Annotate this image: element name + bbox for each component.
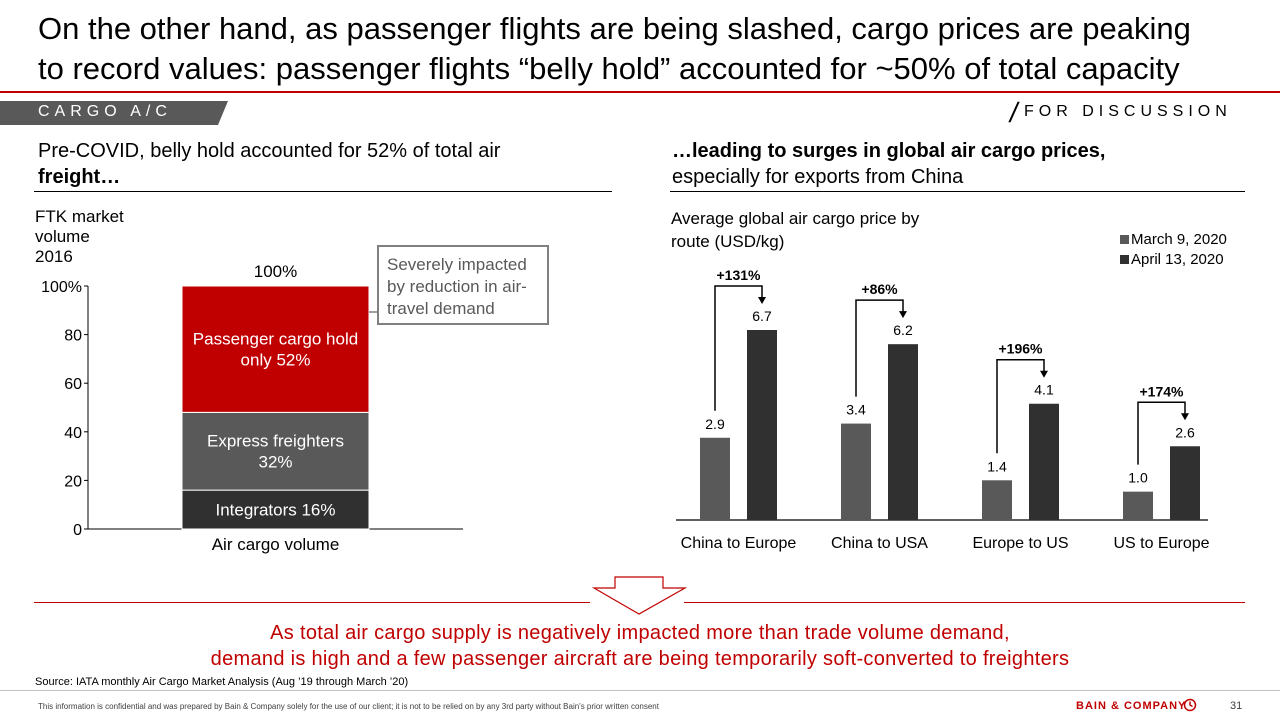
data-label-march: 3.4 bbox=[846, 402, 866, 418]
callout-line: Severely impacted bbox=[387, 255, 527, 274]
discussion-label: FOR DISCUSSION bbox=[1024, 103, 1232, 120]
data-label-april: 2.6 bbox=[1175, 424, 1195, 440]
x-category-label: China to USA bbox=[831, 535, 928, 552]
conclusion-text: As total air cargo supply is negatively … bbox=[0, 620, 1280, 672]
right-axis-title-line: Average global air cargo price by bbox=[671, 209, 920, 228]
change-label: +174% bbox=[1140, 383, 1185, 399]
title-divider bbox=[0, 91, 1280, 93]
stacked-bar-segment bbox=[181, 285, 370, 413]
y-tick-label: 0 bbox=[73, 522, 82, 539]
legend-swatch-april bbox=[1120, 255, 1129, 264]
impact-callout: Severely impacted by reduction in air- t… bbox=[377, 245, 549, 325]
section-tag: CARGO A/C bbox=[38, 103, 172, 120]
segment-label: Passenger cargo hold bbox=[193, 330, 358, 349]
change-arrowhead bbox=[1181, 413, 1189, 421]
change-label: +196% bbox=[999, 341, 1044, 357]
confidentiality-disclaimer: This information is confidential and was… bbox=[38, 702, 659, 711]
page-title: On the other hand, as passenger flights … bbox=[38, 9, 1258, 89]
y-tick-label: 100% bbox=[41, 279, 82, 296]
bar-april bbox=[747, 330, 777, 520]
segment-label: Integrators 16% bbox=[215, 501, 335, 520]
data-label-april: 6.2 bbox=[893, 322, 913, 338]
stacked-bar-segment bbox=[181, 489, 370, 530]
page-title-line-1: On the other hand, as passenger flights … bbox=[38, 11, 1191, 46]
segment-label: 32% bbox=[258, 453, 292, 472]
data-label-march: 1.0 bbox=[1128, 470, 1148, 486]
right-subheading-line-2: especially for exports from China bbox=[672, 166, 964, 188]
change-arrowhead bbox=[899, 311, 907, 319]
segment-label: Express freighters bbox=[207, 432, 344, 451]
data-label-april: 4.1 bbox=[1034, 382, 1054, 398]
change-bracket bbox=[714, 285, 763, 411]
bar-march bbox=[982, 480, 1012, 520]
change-bracket bbox=[855, 299, 904, 397]
data-label-march: 2.9 bbox=[705, 416, 725, 432]
change-label: +86% bbox=[861, 281, 898, 297]
brand-logo-text: BAIN & COMPANY bbox=[1076, 700, 1187, 712]
stacked-bar-segment bbox=[181, 411, 370, 491]
legend-item-march: March 9, 2020 bbox=[1120, 231, 1227, 251]
callout-line: by reduction in air- bbox=[387, 277, 527, 296]
change-arrowhead bbox=[758, 297, 766, 304]
discussion-slash-icon: / bbox=[1007, 97, 1021, 128]
left-subheading-line-1: Pre-COVID, belly hold accounted for 52% … bbox=[38, 140, 501, 162]
conclusion-line-2: demand is high and a few passenger aircr… bbox=[210, 648, 1070, 670]
source-note: Source: IATA monthly Air Cargo Market An… bbox=[35, 676, 409, 688]
change-arrowhead bbox=[1040, 370, 1048, 378]
left-subheading-line-2: freight… bbox=[38, 166, 121, 188]
section-tag-background bbox=[0, 101, 228, 125]
change-bracket bbox=[996, 358, 1045, 454]
left-stacked-bar-chart: 0 20 40 60 80 100% Integrators 16% Express frei… bbox=[41, 262, 463, 554]
right-subheading-rule bbox=[670, 191, 1245, 192]
conclusion-line-1: As total air cargo supply is negatively … bbox=[270, 622, 1010, 644]
page-title-line-2: to record values: passenger flights “bel… bbox=[38, 51, 1180, 86]
right-subheading-line-1: …leading to surges in global air cargo p… bbox=[672, 140, 1106, 162]
right-grouped-bar-chart: 2.9 6.7 +131% China to Europe 3.4 6.2 +86% Chin… bbox=[676, 267, 1210, 552]
brand-clock-icon bbox=[1183, 698, 1197, 712]
left-axis-title-line: volume bbox=[35, 227, 90, 246]
segment-label: only 52% bbox=[241, 351, 311, 370]
total-label: 100% bbox=[254, 262, 297, 281]
change-label: +131% bbox=[717, 267, 762, 283]
bar-march bbox=[1123, 491, 1153, 520]
x-category-label: US to Europe bbox=[1113, 535, 1209, 552]
x-category-label: China to Europe bbox=[681, 535, 797, 552]
bar-march bbox=[700, 437, 730, 520]
legend-label-march: March 9, 2020 bbox=[1131, 231, 1227, 248]
right-subheading: …leading to surges in global air cargo p… bbox=[672, 138, 1252, 190]
data-label-april: 6.7 bbox=[752, 308, 772, 324]
x-category-label: Europe to US bbox=[972, 535, 1068, 552]
bar-april bbox=[888, 344, 918, 520]
y-tick-label: 40 bbox=[64, 425, 82, 442]
left-subheading: Pre-COVID, belly hold accounted for 52% … bbox=[38, 138, 618, 190]
legend: March 9, 2020 April 13, 2020 bbox=[1120, 231, 1227, 271]
left-chart-axis-title: FTK market volume 2016 bbox=[35, 207, 124, 267]
data-label-march: 1.4 bbox=[987, 458, 1007, 474]
y-tick-label: 60 bbox=[64, 376, 82, 393]
footer-divider bbox=[0, 690, 1280, 691]
bar-march bbox=[841, 423, 871, 520]
right-chart-axis-title: Average global air cargo price by route … bbox=[671, 207, 919, 253]
left-axis-title-line: FTK market bbox=[35, 207, 124, 226]
left-axis-title-line: 2016 bbox=[35, 247, 73, 266]
y-tick-label: 20 bbox=[64, 473, 82, 490]
legend-item-april: April 13, 2020 bbox=[1120, 251, 1227, 271]
right-axis-title-line: route (USD/kg) bbox=[671, 232, 785, 251]
legend-swatch-march bbox=[1120, 235, 1129, 244]
legend-label-april: April 13, 2020 bbox=[1131, 251, 1224, 268]
x-category-label: Air cargo volume bbox=[212, 535, 340, 554]
bar-april bbox=[1170, 446, 1200, 520]
conclusion-rule-left bbox=[34, 602, 590, 603]
down-arrow-icon bbox=[592, 576, 688, 615]
conclusion-rule-right bbox=[684, 602, 1245, 603]
change-bracket bbox=[1137, 401, 1186, 465]
callout-line: travel demand bbox=[387, 299, 495, 318]
left-subheading-rule bbox=[34, 191, 612, 192]
page-number: 31 bbox=[1230, 700, 1243, 712]
y-tick-label: 80 bbox=[64, 328, 82, 345]
bar-april bbox=[1029, 403, 1059, 520]
